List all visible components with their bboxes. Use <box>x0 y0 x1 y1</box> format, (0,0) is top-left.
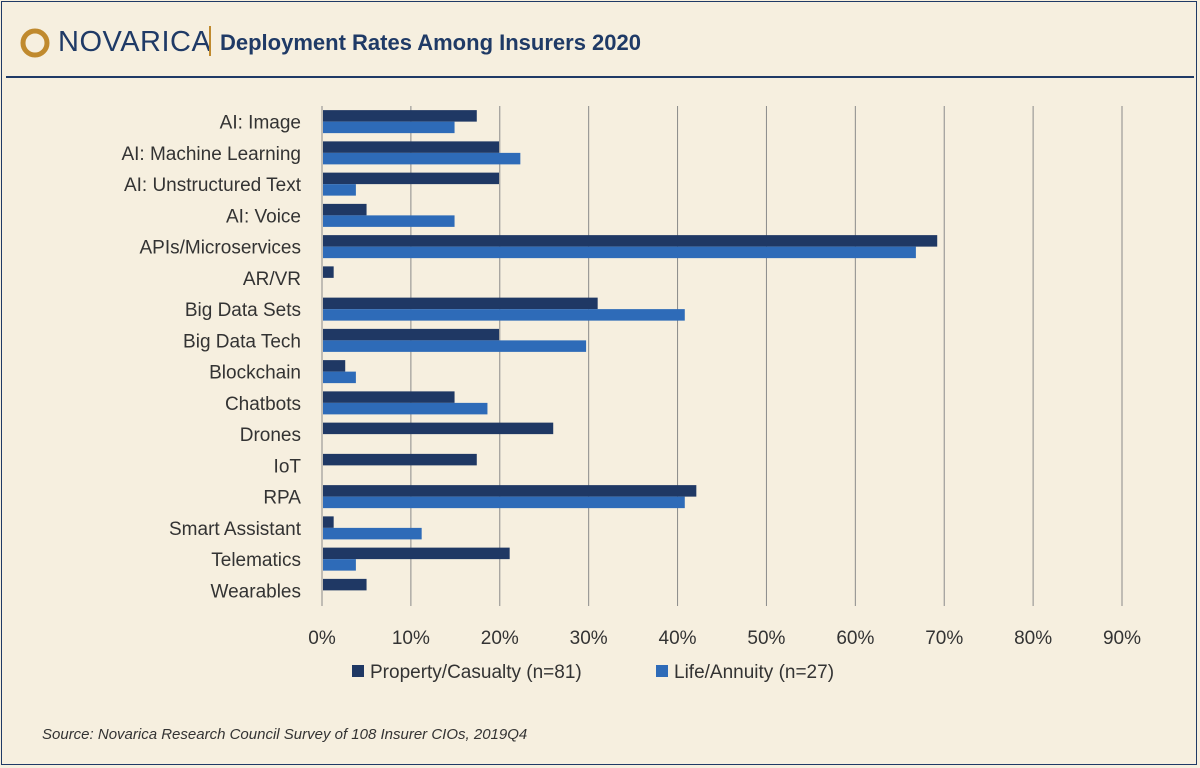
x-tick-label: 60% <box>836 628 874 649</box>
category-label: APIs/Microservices <box>139 238 301 259</box>
bar-property-casualty <box>323 391 455 403</box>
category-label: AI: Machine Learning <box>121 144 301 165</box>
legend-label: Property/Casualty (n=81) <box>370 662 582 683</box>
category-label: Blockchain <box>209 363 301 384</box>
category-label: Chatbots <box>225 394 301 415</box>
legend-label: Life/Annuity (n=27) <box>674 662 834 683</box>
source-note: Source: Novarica Research Council Survey… <box>42 726 528 743</box>
bar-life-annuity <box>323 309 685 321</box>
x-tick-label: 90% <box>1103 628 1141 649</box>
brand-divider <box>209 26 211 56</box>
category-label: AI: Voice <box>226 206 301 227</box>
bar-life-annuity <box>323 184 356 196</box>
x-tick-label: 70% <box>925 628 963 649</box>
bar-life-annuity <box>323 527 422 540</box>
bar-life-annuity <box>323 152 521 165</box>
bar-property-casualty <box>323 485 697 497</box>
legend-swatch <box>352 665 364 677</box>
bar-property-casualty <box>323 141 499 153</box>
bar-property-casualty <box>323 578 367 591</box>
bar-property-casualty <box>323 360 346 372</box>
category-label: Wearables <box>211 581 301 602</box>
bar-chart: 0% 10% 20% 30% 40% 50% 60% 70% 80% 90% AI: Image AI… <box>121 106 1141 683</box>
bar-life-annuity <box>323 215 455 227</box>
bar-life-annuity <box>323 496 685 509</box>
bar-property-casualty <box>323 453 477 466</box>
bar-property-casualty <box>323 297 598 310</box>
bar-life-annuity <box>323 246 916 259</box>
bar-life-annuity <box>323 559 356 571</box>
bar-property-casualty <box>323 172 499 185</box>
x-tick-label: 30% <box>570 628 608 649</box>
bar-life-annuity <box>323 340 587 352</box>
category-label: AI: Unstructured Text <box>124 175 302 196</box>
category-label: Big Data Sets <box>185 300 301 321</box>
chart-title: Deployment Rates Among Insurers 2020 <box>220 30 641 55</box>
category-label: Smart Assistant <box>169 519 302 540</box>
x-tick-label: 40% <box>659 628 697 649</box>
bar-life-annuity <box>323 121 455 134</box>
category-label: AR/VR <box>243 269 301 290</box>
category-label: Drones <box>240 425 301 446</box>
x-tick-label: 80% <box>1014 628 1052 649</box>
category-label: AI: Image <box>220 113 301 134</box>
novarica-logo-icon <box>20 28 50 58</box>
x-tick-label: 0% <box>308 628 336 649</box>
bar-property-casualty <box>323 547 510 560</box>
bar-property-casualty <box>323 266 334 278</box>
header-rule <box>6 76 1194 78</box>
brand-name: NOVARICA <box>58 26 212 58</box>
bar-property-casualty <box>323 516 334 528</box>
bar-property-casualty <box>323 203 367 216</box>
x-tick-label: 10% <box>392 628 430 649</box>
header: NOVARICA Deployment Rates Among Insurers… <box>2 2 1198 82</box>
category-label: IoT <box>274 456 302 477</box>
category-label: RPA <box>263 488 301 509</box>
bar-property-casualty <box>323 235 938 247</box>
category-label: Big Data Tech <box>183 331 301 352</box>
bar-life-annuity <box>323 402 488 415</box>
x-tick-label: 20% <box>481 628 519 649</box>
category-label: Telematics <box>211 550 301 571</box>
x-tick-label: 50% <box>747 628 785 649</box>
legend-swatch <box>656 665 668 677</box>
bar-property-casualty <box>323 422 554 435</box>
bar-life-annuity <box>323 371 356 384</box>
bar-property-casualty <box>323 110 477 122</box>
bar-property-casualty <box>323 328 499 341</box>
